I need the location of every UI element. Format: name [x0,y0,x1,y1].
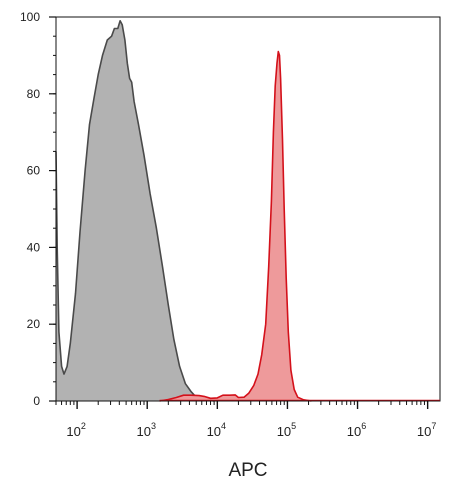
series-2-line [159,50,312,402]
y-tick-label: 80 [27,87,41,101]
y-tick-label: 0 [33,394,40,408]
y-tick-label: 20 [27,317,41,331]
x-tick-label: 105 [277,421,296,439]
x-tick-label: 103 [136,421,155,439]
y-tick-label: 40 [27,240,41,254]
y-tick-label: 60 [27,164,41,178]
series-1-line [55,20,215,402]
x-tick-label: 102 [66,421,85,439]
x-axis-label: APC [228,460,267,481]
x-tick-label: 106 [347,421,366,439]
y-tick-label: 100 [20,10,40,24]
x-tick-label: 107 [417,421,436,439]
x-tick-label: 104 [207,421,226,439]
y-axis: 0 20 40 60 80 100 [20,10,57,408]
series-1-area [56,20,215,402]
x-axis: 102 103 104 105 106 107 [55,400,440,439]
plot-area [55,16,441,402]
